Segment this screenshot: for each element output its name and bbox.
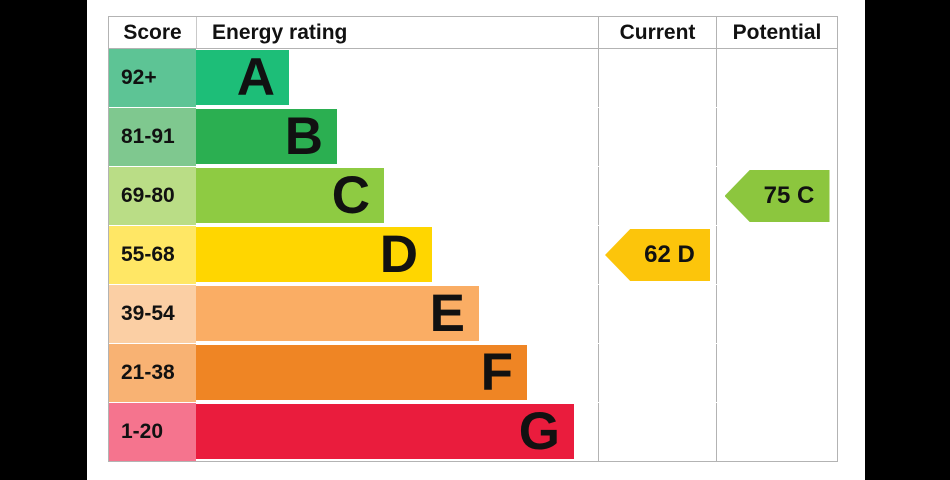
score-label-f: 21-38 <box>121 361 175 384</box>
score-cell-d: 55-68 <box>109 226 196 284</box>
band-letter-d: D <box>379 225 418 284</box>
epc-table: Score Energy rating Current Potential 92… <box>108 16 838 462</box>
score-label-b: 81-91 <box>121 125 175 148</box>
bar-area-f: F <box>196 344 598 402</box>
potential-column-header: Potential <box>716 17 837 48</box>
current-cell-a <box>598 49 716 107</box>
band-row-c: 69-80 C 75 C <box>109 166 837 225</box>
score-cell-b: 81-91 <box>109 108 196 166</box>
potential-cell-d <box>716 226 837 284</box>
current-rating-arrow: 62 D <box>605 229 710 281</box>
band-row-g: 1-20 G <box>109 402 837 461</box>
left-black-margin <box>0 0 87 480</box>
potential-cell-f <box>716 344 837 402</box>
score-cell-c: 69-80 <box>109 167 196 225</box>
band-row-d: 55-68 D 62 D <box>109 225 837 284</box>
right-black-margin <box>865 0 950 480</box>
score-cell-e: 39-54 <box>109 285 196 343</box>
current-cell-c <box>598 167 716 225</box>
current-column-header: Current <box>598 17 716 48</box>
band-letter-b: B <box>284 107 323 166</box>
score-label-a: 92+ <box>121 66 157 89</box>
band-letter-c: C <box>331 166 370 225</box>
energy-rating-column-header: Energy rating <box>196 17 598 48</box>
potential-cell-e <box>716 285 837 343</box>
score-column-header: Score <box>123 20 182 44</box>
band-row-e: 39-54 E <box>109 284 837 343</box>
band-bar-a: A <box>196 50 289 105</box>
bar-area-b: B <box>196 108 598 166</box>
band-bar-c: C <box>196 168 384 223</box>
band-row-b: 81-91 B <box>109 107 837 166</box>
current-cell-e <box>598 285 716 343</box>
bar-area-d: D <box>196 226 598 284</box>
band-bar-g: G <box>196 404 574 459</box>
score-label-g: 1-20 <box>121 420 164 443</box>
band-bar-d: D <box>196 227 432 282</box>
band-letter-g: G <box>518 402 560 461</box>
potential-rating-label: 75 C <box>763 182 815 209</box>
band-letter-e: E <box>429 284 465 343</box>
score-cell-f: 21-38 <box>109 344 196 402</box>
potential-cell-c: 75 C <box>716 167 837 225</box>
current-cell-d: 62 D <box>598 226 716 284</box>
current-cell-f <box>598 344 716 402</box>
band-letter-a: A <box>236 48 275 107</box>
band-row-f: 21-38 F <box>109 343 837 402</box>
table-header: Score Energy rating Current Potential <box>109 17 837 49</box>
current-cell-b <box>598 108 716 166</box>
band-bar-f: F <box>196 345 527 400</box>
score-cell-g: 1-20 <box>109 403 196 461</box>
potential-cell-g <box>716 403 837 461</box>
score-label-d: 55-68 <box>121 243 175 266</box>
band-bar-e: E <box>196 286 479 341</box>
bar-area-c: C <box>196 167 598 225</box>
bar-area-a: A <box>196 49 598 107</box>
bar-area-e: E <box>196 285 598 343</box>
band-bar-b: B <box>196 109 337 164</box>
current-rating-label: 62 D <box>644 241 695 268</box>
band-letter-f: F <box>480 343 513 402</box>
score-cell-a: 92+ <box>109 49 196 107</box>
score-label-e: 39-54 <box>121 302 175 325</box>
potential-rating-arrow: 75 C <box>724 170 830 222</box>
current-cell-g <box>598 403 716 461</box>
band-row-a: 92+ A <box>109 49 837 107</box>
bar-area-g: G <box>196 403 598 461</box>
score-label-c: 69-80 <box>121 184 175 207</box>
potential-cell-a <box>716 49 837 107</box>
potential-cell-b <box>716 108 837 166</box>
